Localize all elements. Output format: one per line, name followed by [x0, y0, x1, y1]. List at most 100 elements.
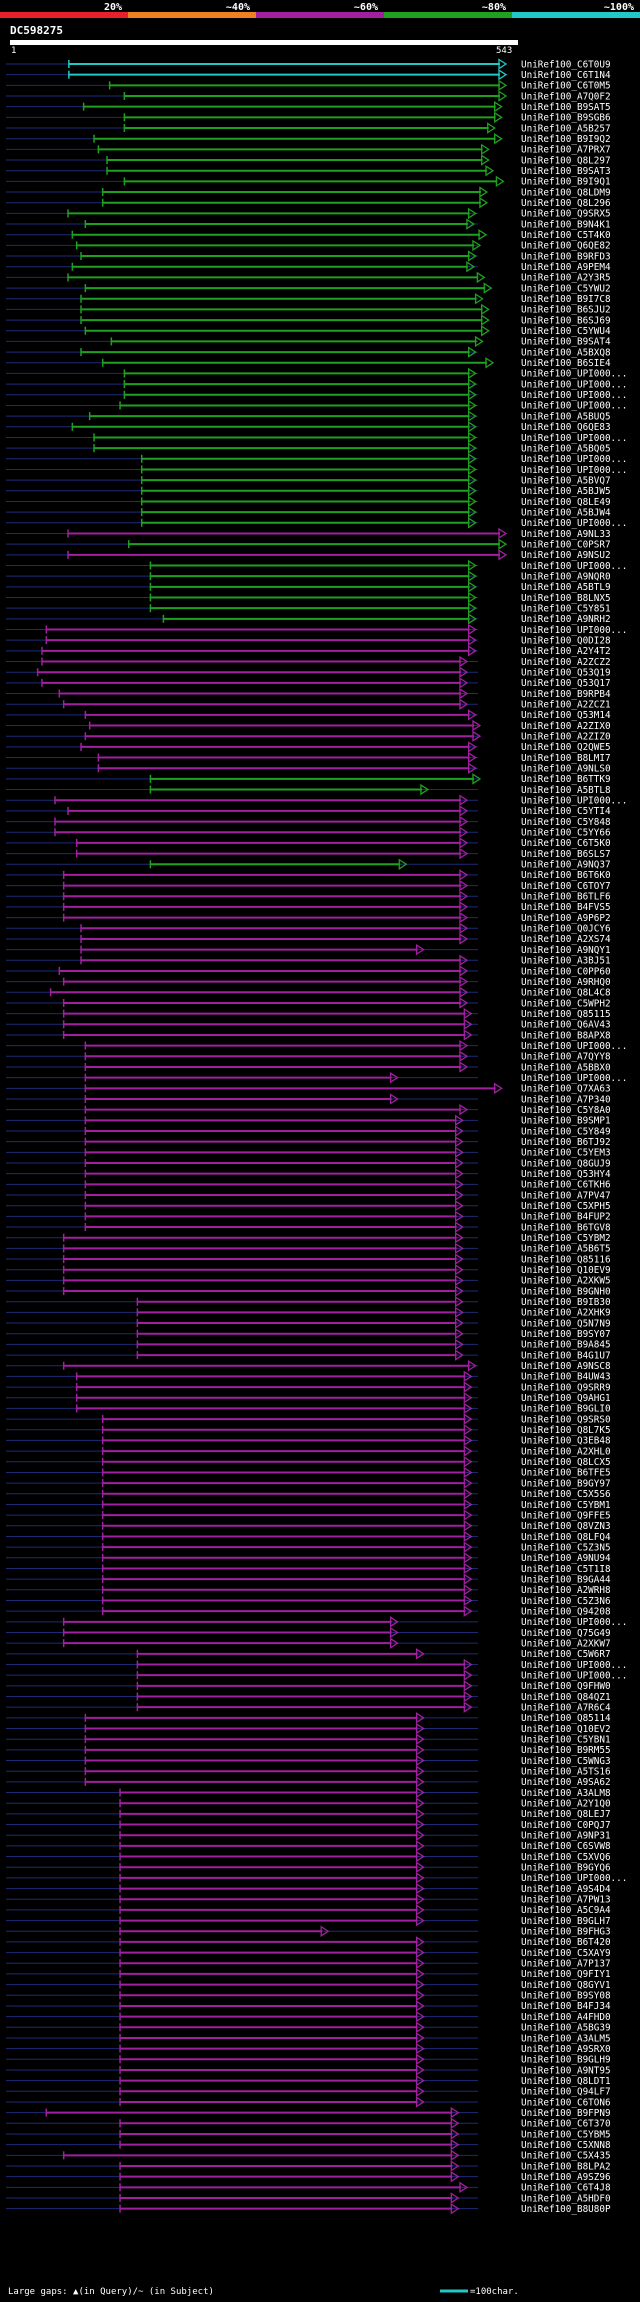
hit-row[interactable]: UniRef100_Q2QWE5 — [6, 741, 611, 753]
hit-label[interactable]: UniRef100_Q85115 — [521, 1009, 611, 1020]
hit-label[interactable]: UniRef100_B9RM55 — [521, 1745, 611, 1756]
hit-row[interactable]: UniRef100_Q8LDM9 — [6, 186, 611, 198]
hit-label[interactable]: UniRef100_Q9SRX5 — [521, 209, 611, 220]
hit-label[interactable]: UniRef100_C5YBM5 — [521, 2129, 611, 2140]
hit-row[interactable]: UniRef100_C0PSR7 — [6, 538, 611, 550]
hit-label[interactable]: UniRef100_Q9FFE5 — [521, 1510, 611, 1521]
hit-label[interactable]: UniRef100_Q85114 — [521, 1713, 611, 1724]
hit-row[interactable]: UniRef100_Q9FFE5 — [6, 1509, 611, 1521]
hit-row[interactable]: UniRef100_B9N4K1 — [6, 218, 611, 230]
hit-row[interactable]: UniRef100_C6TON6 — [6, 2096, 611, 2108]
hit-label[interactable]: UniRef100_UPI000... — [521, 1873, 627, 1884]
hit-label[interactable]: UniRef100_A9S4D4 — [521, 1884, 611, 1895]
hit-row[interactable]: UniRef100_Q10EV9 — [6, 1264, 611, 1276]
hit-row[interactable]: UniRef100_B9GLI0 — [6, 1402, 611, 1415]
hit-label[interactable]: UniRef100_A7P137 — [521, 1959, 611, 1970]
hit-label[interactable]: UniRef100_Q8L297 — [521, 155, 611, 166]
hit-row[interactable]: UniRef100_UPI000... — [6, 794, 627, 807]
hit-label[interactable]: UniRef100_B9I7C8 — [521, 294, 611, 305]
hit-label[interactable]: UniRef100_Q94LF7 — [521, 2087, 611, 2098]
hit-label[interactable]: UniRef100_UPI000... — [521, 369, 627, 380]
hit-row[interactable]: UniRef100_B8U80P — [6, 2202, 611, 2215]
hit-row[interactable]: UniRef100_B6TJ92 — [6, 1135, 611, 1148]
hit-row[interactable]: UniRef100_B6SJ69 — [6, 314, 611, 326]
hit-row[interactable]: UniRef100_A9NQY1 — [6, 943, 611, 956]
hit-row[interactable]: UniRef100_C5Y8A0 — [6, 1103, 611, 1116]
hit-label[interactable]: UniRef100_Q6QE83 — [521, 422, 611, 433]
hit-row[interactable]: UniRef100_B6T6K0 — [6, 869, 611, 881]
hit-row[interactable]: UniRef100_C5T1I8 — [6, 1562, 611, 1575]
hit-row[interactable]: UniRef100_A5HDF0 — [6, 2192, 611, 2204]
hit-label[interactable]: UniRef100_B8U80P — [521, 2204, 611, 2215]
hit-row[interactable]: UniRef100_C5W6R7 — [6, 1648, 611, 1660]
hit-row[interactable]: UniRef100_A2XKW7 — [6, 1637, 611, 1649]
hit-label[interactable]: UniRef100_Q6QE82 — [521, 241, 611, 252]
hit-row[interactable]: UniRef100_B9SGB6 — [6, 111, 611, 124]
hit-label[interactable]: UniRef100_C5Y849 — [521, 1126, 611, 1137]
hit-label[interactable]: UniRef100_A9NP31 — [521, 1831, 611, 1842]
hit-row[interactable]: UniRef100_Q6AV43 — [6, 1018, 611, 1031]
hit-row[interactable]: UniRef100_A9SA62 — [6, 1776, 611, 1788]
hit-label[interactable]: UniRef100_B9RFD3 — [521, 251, 611, 262]
hit-label[interactable]: UniRef100_C0PP60 — [521, 966, 611, 977]
hit-label[interactable]: UniRef100_A2ZIZ0 — [521, 732, 611, 743]
hit-row[interactable]: UniRef100_C5YBM1 — [6, 1498, 611, 1511]
hit-label[interactable]: UniRef100_A2WRH8 — [521, 1585, 611, 1596]
hit-label[interactable]: UniRef100_C6T4J8 — [521, 2183, 611, 2194]
hit-row[interactable]: UniRef100_UPI000... — [6, 1616, 627, 1628]
hit-label[interactable]: UniRef100_A7Q0F2 — [521, 91, 611, 102]
hit-label[interactable]: UniRef100_A2Y3R5 — [521, 273, 611, 284]
hit-label[interactable]: UniRef100_Q6AV43 — [521, 1020, 611, 1031]
hit-row[interactable]: UniRef100_A3BJ51 — [6, 954, 611, 967]
hit-label[interactable]: UniRef100_A4FHD0 — [521, 2012, 611, 2023]
hit-label[interactable]: UniRef100_Q9FHW0 — [521, 1681, 611, 1692]
hit-row[interactable]: UniRef100_Q8LDT1 — [6, 2074, 611, 2087]
hit-row[interactable]: UniRef100_B9FHG3 — [6, 1925, 611, 1938]
hit-row[interactable]: UniRef100_Q9FIY1 — [6, 1968, 611, 1980]
hit-label[interactable]: UniRef100_B9SY07 — [521, 1329, 611, 1340]
hit-row[interactable]: UniRef100_UPI000... — [6, 367, 627, 380]
hit-row[interactable]: UniRef100_A2XHL0 — [6, 1445, 611, 1457]
hit-row[interactable]: UniRef100_A2ZCZ2 — [6, 655, 611, 668]
hit-label[interactable]: UniRef100_Q8LDM9 — [521, 187, 611, 198]
hit-row[interactable]: UniRef100_UPI000... — [6, 1071, 627, 1084]
hit-row[interactable]: UniRef100_A2XKW5 — [6, 1274, 611, 1287]
hit-row[interactable]: UniRef100_A2Y3R5 — [6, 271, 611, 284]
hit-row[interactable]: UniRef100_B9GY97 — [6, 1477, 611, 1489]
hit-row[interactable]: UniRef100_Q8L7K5 — [6, 1424, 611, 1436]
hit-row[interactable]: UniRef100_UPI000... — [6, 559, 627, 572]
hit-row[interactable]: UniRef100_A4FHD0 — [6, 2010, 611, 2023]
hit-label[interactable]: UniRef100_C5Z3N5 — [521, 1542, 611, 1553]
hit-row[interactable]: UniRef100_Q85114 — [6, 1712, 611, 1724]
hit-label[interactable]: UniRef100_B9SMP1 — [521, 1116, 611, 1127]
hit-row[interactable]: UniRef100_A7P340 — [6, 1093, 611, 1105]
hit-row[interactable]: UniRef100_B4FUP2 — [6, 1210, 611, 1223]
hit-label[interactable]: UniRef100_Q8L4C8 — [521, 988, 611, 999]
hit-row[interactable]: UniRef100_B9RM55 — [6, 1744, 611, 1756]
hit-label[interactable]: UniRef100_B9FPN9 — [521, 2108, 611, 2119]
hit-label[interactable]: UniRef100_A9RHQ0 — [521, 977, 611, 988]
hit-label[interactable]: UniRef100_B9FHG3 — [521, 1927, 611, 1938]
hit-row[interactable]: UniRef100_Q8GYV1 — [6, 1978, 611, 1991]
hit-row[interactable]: UniRef100_Q8LCX5 — [6, 1456, 611, 1468]
hit-label[interactable]: UniRef100_C0PQJ7 — [521, 1820, 611, 1831]
hit-row[interactable]: UniRef100_C5XAY9 — [6, 1946, 611, 1959]
hit-label[interactable]: UniRef100_UPI000... — [521, 518, 627, 529]
hit-row[interactable]: UniRef100_B8APX8 — [6, 1029, 611, 1041]
hit-label[interactable]: UniRef100_A7P340 — [521, 1094, 611, 1105]
hit-row[interactable]: UniRef100_C5Y851 — [6, 602, 611, 614]
hit-row[interactable]: UniRef100_B9A845 — [6, 1338, 611, 1351]
hit-label[interactable]: UniRef100_Q8L296 — [521, 198, 611, 209]
hit-row[interactable]: UniRef100_B9GYQ6 — [6, 1861, 611, 1874]
hit-row[interactable]: UniRef100_A7PRX7 — [6, 143, 611, 156]
hit-row[interactable]: UniRef100_UPI000... — [6, 1039, 627, 1052]
hit-label[interactable]: UniRef100_A9NQ37 — [521, 860, 611, 871]
hit-label[interactable]: UniRef100_A2XHL0 — [521, 1446, 611, 1457]
hit-row[interactable]: UniRef100_Q10EV2 — [6, 1722, 611, 1735]
hit-row[interactable]: UniRef100_A5BTL8 — [6, 783, 611, 796]
hit-label[interactable]: UniRef100_C6T1N4 — [521, 70, 611, 81]
hit-label[interactable]: UniRef100_B8LMI7 — [521, 753, 611, 764]
hit-row[interactable]: UniRef100_Q6QE83 — [6, 421, 611, 433]
hit-row[interactable]: UniRef100_Q0DI28 — [6, 634, 611, 646]
hit-label[interactable]: UniRef100_UPI000... — [521, 625, 627, 636]
